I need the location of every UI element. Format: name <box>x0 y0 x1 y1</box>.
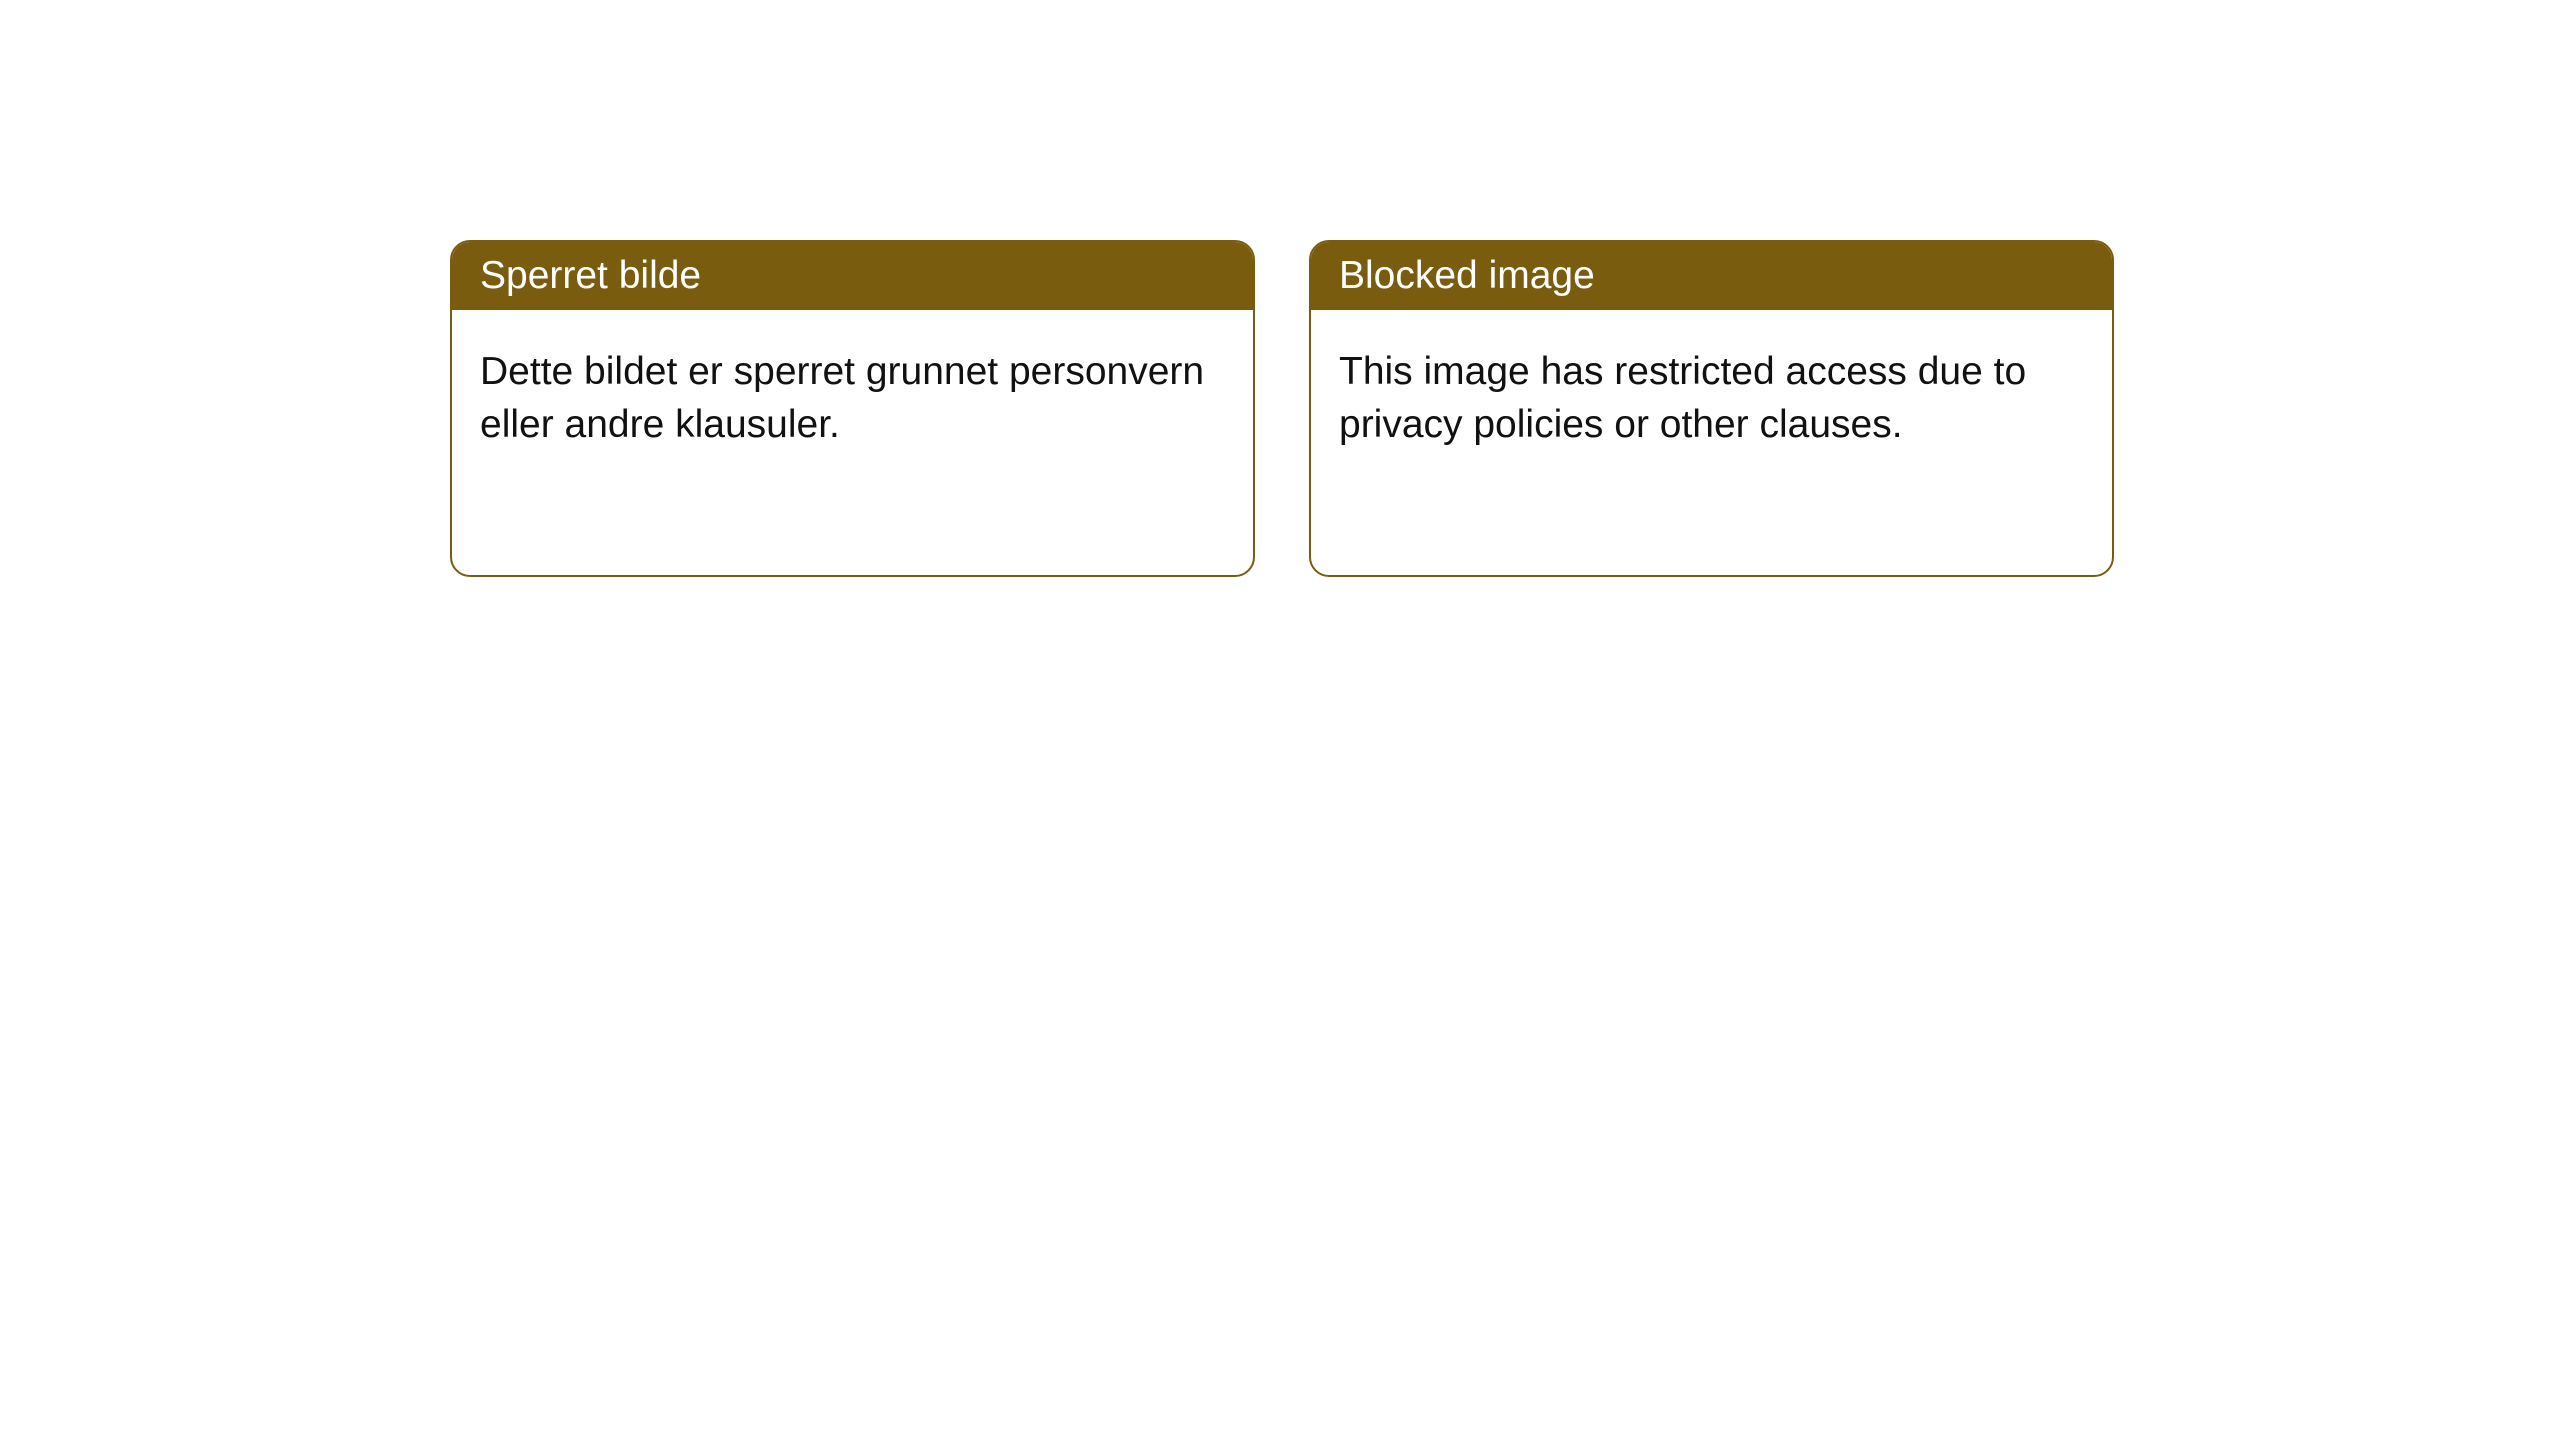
card-body: Dette bildet er sperret grunnet personve… <box>452 310 1253 487</box>
notice-cards-container: Sperret bilde Dette bildet er sperret gr… <box>0 0 2560 577</box>
notice-card-english: Blocked image This image has restricted … <box>1309 240 2114 577</box>
card-title: Sperret bilde <box>480 254 701 297</box>
card-body-text: Dette bildet er sperret grunnet personve… <box>480 350 1204 446</box>
card-body: This image has restricted access due to … <box>1311 310 2112 487</box>
card-body-text: This image has restricted access due to … <box>1339 350 2026 446</box>
card-header: Sperret bilde <box>452 242 1253 310</box>
card-header: Blocked image <box>1311 242 2112 310</box>
card-title: Blocked image <box>1339 254 1595 297</box>
notice-card-norwegian: Sperret bilde Dette bildet er sperret gr… <box>450 240 1255 577</box>
